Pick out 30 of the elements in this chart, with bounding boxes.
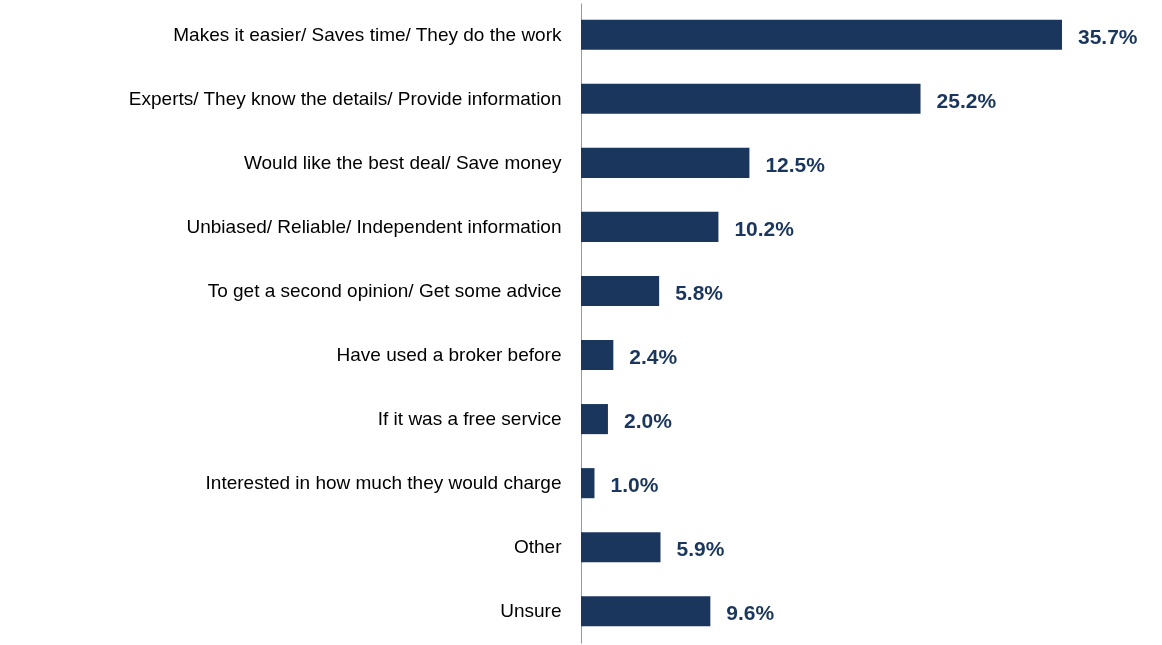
data-label: 2.0% xyxy=(623,409,673,433)
y-tick-label: To get a second opinion/ Get some advice xyxy=(207,279,562,301)
data-label: 2.4% xyxy=(629,345,678,369)
bar xyxy=(581,275,660,307)
data-label: 1.0% xyxy=(610,473,659,497)
bar xyxy=(581,339,614,371)
data-label: 5.8% xyxy=(675,280,724,304)
bar xyxy=(581,468,595,499)
bar xyxy=(581,404,608,435)
bar xyxy=(581,532,661,563)
data-label: 9.6% xyxy=(726,601,775,625)
bar xyxy=(581,83,921,114)
bar xyxy=(581,147,750,178)
data-label: 10.2% xyxy=(734,216,795,240)
data-label: 25.2% xyxy=(936,88,997,112)
data-label: 35.7% xyxy=(1078,24,1138,48)
y-tick-label: Interested in how much they would charge xyxy=(205,472,562,494)
y-tick-label: Unbiased/ Reliable/ Independent information xyxy=(186,215,562,237)
y-tick-label: Have used a broker before xyxy=(336,344,562,366)
bar xyxy=(581,211,719,242)
data-label: 5.9% xyxy=(676,537,725,561)
bar xyxy=(581,596,711,627)
bar xyxy=(581,19,1062,50)
y-tick-label: Other xyxy=(513,536,563,558)
y-tick-label: Experts/ They know the details/ Provide information xyxy=(128,87,562,109)
y-tick-label: If it was a free service xyxy=(377,408,562,430)
y-tick-label: Makes it easier/ Saves time/ They do the work xyxy=(173,23,562,45)
y-tick-label: Unsure xyxy=(500,600,562,622)
y-tick-label: Would like the best deal/ Save money xyxy=(243,151,562,173)
data-label: 12.5% xyxy=(765,152,826,176)
